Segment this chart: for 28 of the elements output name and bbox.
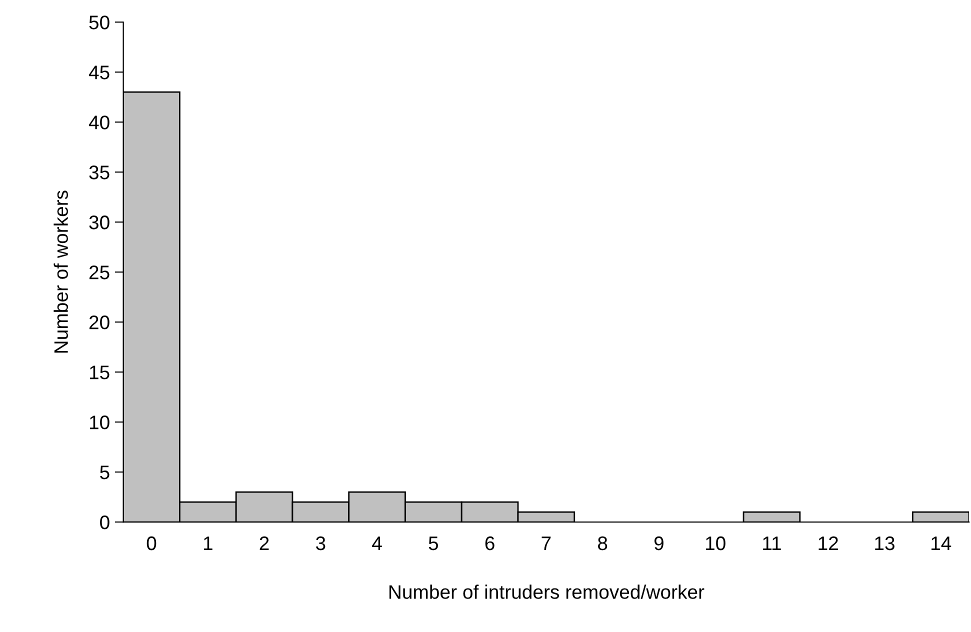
x-tick-label: 12 xyxy=(818,536,838,550)
y-tick-label: 40 xyxy=(88,116,110,130)
x-tick-label: 7 xyxy=(542,536,551,550)
x-tick-label: 2 xyxy=(260,536,269,550)
y-axis-title: Number of workers xyxy=(54,190,68,353)
y-tick-label: 30 xyxy=(89,216,110,230)
x-tick-label: 13 xyxy=(875,536,894,550)
x-tick-label: 9 xyxy=(654,536,664,550)
y-tick-label: 45 xyxy=(88,66,110,80)
x-tick-label: 0 xyxy=(146,536,156,550)
y-tick-label: 10 xyxy=(90,416,110,430)
y-tick-label: 20 xyxy=(89,316,110,330)
x-tick-label: 8 xyxy=(598,536,608,550)
x-tick-label: 10 xyxy=(706,536,726,550)
x-tick-label: 6 xyxy=(485,536,494,550)
x-tick-label: 4 xyxy=(372,536,382,550)
y-tick-label: 15 xyxy=(90,366,110,380)
y-tick-label: 35 xyxy=(89,166,110,180)
x-tick-label: 1 xyxy=(204,536,212,550)
y-tick-label: 50 xyxy=(89,16,110,30)
x-tick-label: 14 xyxy=(932,536,952,550)
y-tick-label: 0 xyxy=(100,516,110,530)
y-tick-label: 5 xyxy=(100,466,110,480)
x-tick-label: 3 xyxy=(316,536,326,550)
x-tick-label: 11 xyxy=(763,536,781,550)
y-tick-label: 25 xyxy=(89,266,110,280)
x-tick-label: 5 xyxy=(428,536,438,550)
x-axis-title: Number of intruders removed/worker xyxy=(389,584,704,599)
